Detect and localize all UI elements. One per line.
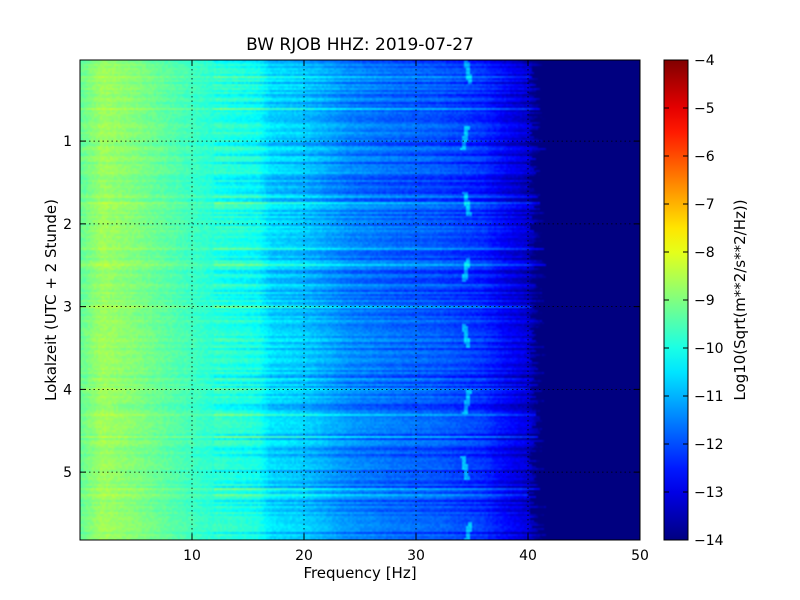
colorbar-tick-label: −7 — [694, 197, 715, 213]
y-tick-label: 4 — [63, 382, 72, 398]
colorbar-tick-label: −10 — [694, 341, 724, 357]
plot-area — [80, 60, 640, 540]
y-tick-label: 1 — [63, 134, 72, 150]
colorbar-tick-label: −6 — [694, 149, 715, 165]
y-tick-label: 5 — [63, 465, 72, 481]
colorbar-label: Log10(Sqrt(m**2/s**2/Hz)) — [731, 199, 749, 400]
x-tick-label: 20 — [295, 548, 313, 564]
x-tick-label: 50 — [631, 548, 649, 564]
colorbar-tick-label: −12 — [694, 437, 724, 453]
x-axis-ticks: 10 20 30 40 50 — [183, 60, 649, 564]
y-axis-label: Lokalzeit (UTC + 2 Stunde) — [42, 199, 60, 401]
colorbar-tick-label: −5 — [694, 101, 715, 117]
colorbar-tick-label: −9 — [694, 293, 715, 309]
grid — [80, 60, 640, 540]
y-axis-ticks: 1 2 3 4 5 — [63, 134, 640, 481]
plot-frame — [79, 59, 641, 541]
colorbar-tick-label: −11 — [694, 389, 724, 405]
spectrogram-heatmap — [80, 60, 640, 540]
colorbar-tick-label: −13 — [694, 485, 724, 501]
colorbar-ticks: −4 −5 −6 −7 −8 −9 −10 −11 −12 −13 −14 — [664, 53, 724, 549]
x-tick-label: 10 — [183, 548, 201, 564]
chart-title: BW RJOB HHZ: 2019-07-27 — [246, 35, 474, 55]
y-tick-label: 2 — [63, 217, 72, 233]
x-tick-label: 40 — [519, 548, 537, 564]
x-tick-label: 30 — [407, 548, 425, 564]
colorbar-tick-label: −14 — [694, 533, 724, 549]
colorbar-tick-label: −8 — [694, 245, 715, 261]
colorbar-tick-label: −4 — [694, 53, 715, 69]
x-axis-label: Frequency [Hz] — [303, 564, 416, 582]
y-tick-label: 3 — [63, 300, 72, 316]
